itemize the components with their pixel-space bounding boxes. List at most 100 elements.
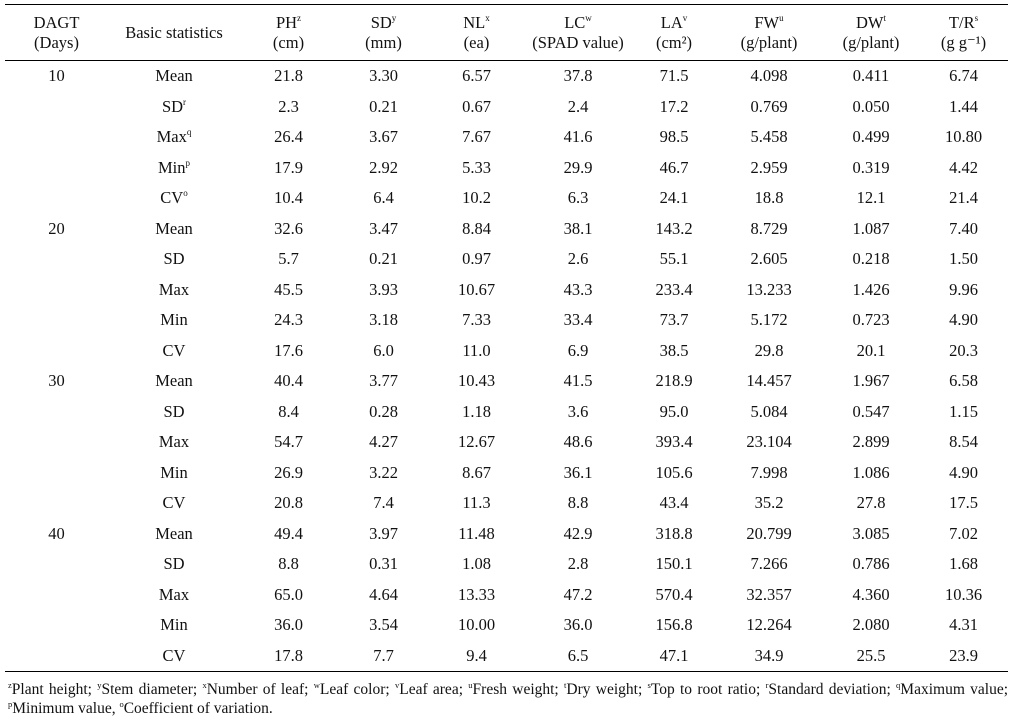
column-unit: (SPAD value) [532,32,624,52]
footnote-marker: x [485,12,490,23]
value-cell-dw: 0.723 [852,310,890,329]
value-cell-dw: 2.080 [852,615,890,634]
table-row: Max 65.0 4.64 13.33 47.2 570.4 32.357 4.360 10.3… [5,580,1008,611]
column-abbrev: Basic statistics [125,22,223,42]
table-row: CV 17.8 7.7 9.4 6.5 47.1 34.9 25.5 23.9 [5,640,1008,672]
table-row: 30 Mean 40.4 3.77 10.43 41.5 218.9 14.457 1.967 6… [5,366,1008,397]
value-cell-lc: 42.9 [563,523,593,543]
value-cell-lc: 38.1 [563,218,593,238]
value-cell-nl: 8.84 [462,218,491,238]
value-cell-dw: 1.086 [852,462,890,482]
statistic-label: SD [163,249,185,268]
value-cell-fw: 35.2 [754,493,784,512]
value-cell-ph: 17.8 [240,640,337,672]
value-cell-sd: 0.21 [369,249,398,268]
footnote-marker: u [468,680,473,690]
dagt-cell [5,153,108,184]
value-cell-tr: 1.68 [949,554,978,573]
column-unit: (ea) [463,32,490,52]
value-cell-sd: 3.77 [369,371,398,390]
statistic-label: CV [162,493,186,512]
dagt-cell [5,397,108,428]
value-cell-dw: 0.499 [852,127,890,146]
value-cell-ph: 24.3 [274,310,303,329]
value-cell-dw: 0.547 [852,401,890,421]
value-cell-tr: 1.50 [949,249,978,268]
footnote-marker: y [391,12,397,23]
column-abbrev: PH [275,12,298,32]
column-header-fw: FWu (g/plant) [715,4,823,61]
value-cell-fw: 5.172 [750,310,788,329]
statistic-cell: Max [108,580,240,611]
value-cell-la: 393.4 [655,432,693,451]
value-cell-fw: 29.8 [754,340,784,360]
value-cell-lc: 41.6 [563,127,593,146]
statistic-label: Min [160,462,188,482]
dagt-cell: 40 [48,523,65,543]
statistic-cell: SD [108,549,240,580]
value-cell-nl: 11.0 [462,340,491,360]
value-cell-la: 38.5 [659,340,689,360]
value-cell-ph: 49.4 [274,523,303,543]
dagt-cell: 30 [48,371,65,390]
statistic-cell: CV [108,488,240,519]
column-unit: (g/plant) [740,32,798,52]
value-cell-la: 318.8 [655,523,693,543]
value-cell-ph: 20.8 [274,493,303,512]
value-cell-la: 105.6 [655,462,693,482]
footnote-marker: p [8,699,13,709]
value-cell-tr: 7.02 [949,523,978,543]
column-unit: (cm²) [655,32,693,52]
value-cell-fw: 20.799 [746,523,792,543]
value-cell-sd: 2.92 [369,157,398,177]
statistic-cell: Max [108,427,240,458]
statistic-cell: Maxq [108,122,240,153]
column-header-stat: Basic statistics [108,4,240,61]
value-cell-lc: 36.1 [563,462,593,482]
column-unit: (Days) [34,32,79,52]
value-cell-fw: 0.769 [750,96,788,116]
footnote-text: Number of leaf; [206,681,314,698]
table-row: 10 Mean 21.8 3.30 6.57 37.8 71.5 4.098 0.411 6.74 [5,61,1008,92]
value-cell-lc: 36.0 [563,615,593,634]
table-row: CV 17.6 6.0 11.0 6.9 38.5 29.8 20.1 20.3 [5,336,1008,367]
value-cell-la: 95.0 [659,401,689,421]
value-cell-dw: 3.085 [852,523,890,543]
value-cell-sd: 0.28 [369,401,398,421]
footnote-marker: w [313,680,320,690]
column-unit: (mm) [365,32,402,52]
footnote-marker: p [185,157,191,168]
footnote-text: Plant height; [11,681,98,698]
value-cell-sd: 3.30 [369,66,398,85]
footnote-text: Dry weight; [566,681,648,698]
value-cell-tr: 9.96 [949,279,978,299]
column-header-tr: T/Rs (g g⁻¹) [919,4,1008,61]
value-cell-tr: 6.74 [949,66,978,85]
footnote-marker: q [896,680,901,690]
value-cell-nl: 1.18 [462,401,491,421]
value-cell-la: 73.7 [659,310,689,329]
value-cell-sd: 3.18 [369,310,398,329]
footnote-marker: t [564,680,567,690]
statistic-cell: CVo [108,183,240,214]
dagt-cell: 20 [48,218,65,238]
table-row: Min 24.3 3.18 7.33 33.4 73.7 5.172 0.723 4.90 [5,305,1008,336]
value-cell-tr: 23.9 [919,640,1008,672]
statistic-cell: Mean [108,519,240,550]
value-cell-tr: 1.15 [949,401,978,421]
value-cell-fw: 12.264 [746,615,792,634]
table-row: SD 8.8 0.31 1.08 2.8 150.1 7.266 0.786 1.68 [5,549,1008,580]
value-cell-ph: 26.9 [274,462,303,482]
footnote-marker: y [97,680,102,690]
value-cell-dw: 25.5 [823,640,919,672]
footnote-text: Leaf area; [399,681,469,698]
value-cell-nl: 8.67 [462,462,491,482]
statistics-table: DAGT (Days) Basic statistics PHz (cm) SDy (mm)… [5,4,1008,672]
value-cell-lc: 47.2 [563,584,593,604]
column-header-nl: NLx (ea) [430,4,523,61]
value-cell-tr: 10.80 [944,127,983,146]
dagt-cell [5,122,108,153]
value-cell-lc: 2.8 [567,554,589,573]
column-header-ph: PHz (cm) [240,4,337,61]
value-cell-la: 43.4 [659,493,689,512]
